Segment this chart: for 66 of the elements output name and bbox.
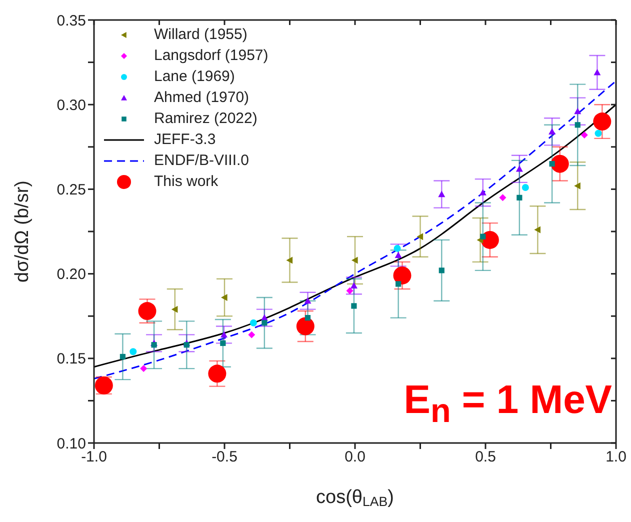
- x-tick-label: -0.5: [212, 448, 238, 466]
- point: [296, 317, 314, 336]
- legend-label: This work: [154, 172, 218, 192]
- point: [248, 331, 256, 338]
- legend-label: Langsdorf (1957): [154, 46, 268, 66]
- point: [394, 252, 402, 258]
- point: [438, 190, 446, 198]
- point: [138, 302, 156, 320]
- point: [396, 281, 402, 287]
- point: [130, 348, 137, 356]
- point: [516, 194, 522, 200]
- point: [394, 244, 401, 252]
- point: [594, 68, 601, 76]
- point: [580, 132, 588, 139]
- point: [522, 184, 529, 192]
- point: [499, 194, 506, 202]
- point: [549, 161, 555, 167]
- point: [594, 130, 602, 137]
- point: [221, 294, 228, 301]
- point: [351, 303, 357, 309]
- y-tick-label: 0.35: [56, 12, 86, 30]
- legend-label: JEFF-3.3: [154, 130, 216, 150]
- point: [151, 342, 157, 348]
- y-tick-label: 0.20: [56, 266, 86, 284]
- point: [171, 306, 178, 313]
- legend-label: Ahmed (1970): [154, 88, 250, 108]
- point: [140, 365, 148, 372]
- annotation: E$_{n}$ = 1 MeV: [404, 378, 612, 431]
- x-tick-label: 0.0: [344, 448, 366, 466]
- point: [350, 282, 358, 288]
- point: [574, 122, 580, 128]
- point: [120, 354, 126, 360]
- point: [479, 189, 486, 196]
- y-axis-title: dσ/dΩ (b/sr): [12, 180, 33, 282]
- point: [480, 234, 486, 240]
- point: [220, 340, 226, 346]
- legend-label: Ramirez (2022): [154, 109, 258, 129]
- y-tick-label: 0.25: [56, 182, 86, 199]
- point: [304, 297, 312, 304]
- point: [574, 108, 582, 114]
- point: [416, 233, 424, 240]
- point: [534, 226, 540, 234]
- legend-label: Lane (1969): [154, 67, 235, 87]
- point: [593, 112, 612, 131]
- y-tick-label: 0.30: [56, 96, 86, 114]
- point: [352, 256, 358, 264]
- point: [438, 268, 444, 274]
- legend-label: Willard (1955): [154, 25, 248, 45]
- x-tick-label: 0.5: [475, 448, 496, 466]
- point: [393, 266, 412, 284]
- legend-label: ENDF/B-VIII.0: [154, 151, 250, 171]
- point: [250, 319, 257, 326]
- point: [548, 128, 556, 134]
- point: [262, 320, 268, 326]
- x-tick-label: 1.0: [606, 448, 626, 466]
- x-axis-title: cos(θ$_{LAB}$): [316, 487, 394, 510]
- point: [286, 256, 293, 264]
- point: [550, 154, 569, 173]
- y-tick-label: 0.15: [56, 350, 86, 368]
- point: [304, 314, 311, 321]
- point: [346, 287, 354, 294]
- point: [184, 342, 190, 348]
- point: [208, 364, 226, 383]
- point: [220, 331, 228, 338]
- point: [574, 182, 580, 190]
- point: [516, 165, 523, 172]
